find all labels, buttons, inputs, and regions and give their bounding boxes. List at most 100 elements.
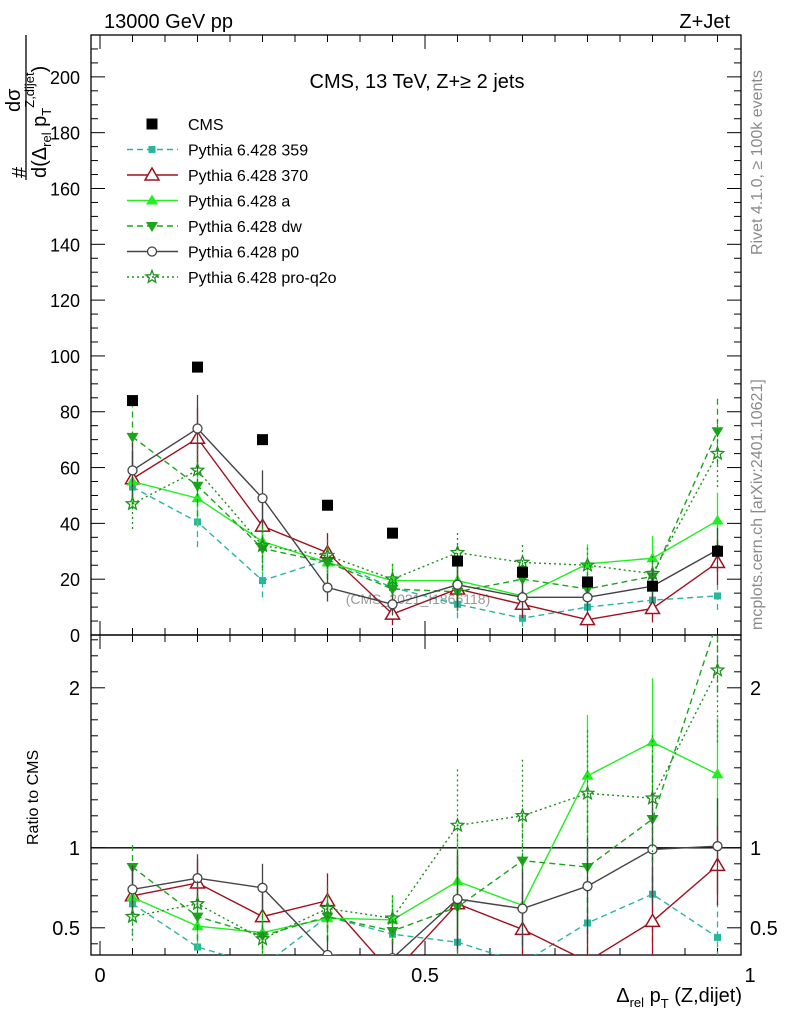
ratio-tick-label-right: 2 [750, 678, 761, 700]
ratio-point [127, 884, 138, 895]
legend-label: CMS [188, 117, 224, 134]
ratio-series-pythia-6-428-a [126, 678, 724, 955]
ratio-point [712, 617, 724, 627]
data-point [387, 527, 398, 539]
ratio-point [388, 953, 397, 955]
ratio-point [714, 933, 721, 941]
data-point [711, 427, 724, 438]
y-tick-label: 100 [50, 347, 80, 367]
x-axis-label: Δrel pT (Z,dijet) [616, 985, 742, 1011]
data-point [579, 611, 596, 626]
series-line [132, 437, 718, 621]
data-point [189, 461, 206, 478]
data-point [582, 592, 593, 603]
ratio-series-pythia-6-428-dw [126, 617, 724, 955]
legend-label: Pythia 6.428 pro-q2o [188, 270, 337, 287]
data-point [126, 432, 139, 443]
series-line [132, 486, 718, 619]
data-point [124, 495, 141, 511]
series-pythia-6-428-a [126, 456, 724, 610]
ratio-tick-label-right: 1 [750, 838, 761, 860]
legend-item-pythia-6-428-pro-q2o: Pythia 6.428 pro-q2o [127, 268, 337, 287]
legend-item-pythia-6-428-dw: Pythia 6.428 dw [127, 219, 302, 236]
y-tick-label-zero: 0 [70, 626, 80, 646]
ratio-line [132, 864, 718, 955]
ratio-tick-label-right: 0.5 [750, 918, 778, 940]
chart-title: CMS, 13 TeV, Z+≥ 2 jets [310, 71, 525, 93]
y-tick-label: 140 [50, 235, 80, 255]
data-point [449, 544, 466, 560]
data-point [452, 555, 463, 567]
legend-marker [146, 194, 158, 205]
ratio-tick-label-left: 0.5 [52, 918, 80, 940]
legend-marker [143, 166, 161, 181]
data-point [191, 492, 204, 503]
ratio-point [579, 785, 596, 801]
legend-marker [146, 246, 158, 257]
data-point [714, 592, 721, 600]
data-point [127, 465, 138, 476]
data-point [644, 565, 661, 581]
y-tick-label: 80 [60, 403, 80, 423]
data-point [192, 423, 203, 434]
data-point [259, 577, 266, 585]
x-tick-label: 1 [744, 965, 755, 987]
data-point [257, 493, 268, 504]
data-point [517, 566, 528, 578]
ratio-tick-label-left: 1 [69, 838, 80, 860]
data-point [514, 554, 531, 570]
ratio-point [647, 844, 658, 855]
series-pythia-6-428-p0 [127, 395, 723, 616]
data-point [257, 434, 268, 446]
ratio-line [132, 635, 714, 937]
legend-label: Pythia 6.428 dw [188, 219, 302, 236]
legend-item-pythia-6-428-a: Pythia 6.428 a [127, 194, 290, 211]
ratio-point [386, 967, 400, 979]
data-point [517, 592, 528, 603]
data-point [582, 576, 593, 588]
y-label-hash: # [9, 166, 31, 178]
data-point [644, 599, 661, 615]
ratio-point [586, 952, 589, 955]
y-axis-label: # dσ d(Δrel pTZ,dijet) [3, 35, 54, 180]
ratio-line [132, 845, 718, 955]
legend-item-pythia-6-428-359: Pythia 6.428 359 [127, 143, 308, 160]
ratio-point [124, 908, 141, 924]
y-tick-label: 180 [50, 124, 80, 144]
svg-text:Δrel pT (Z,dijet): Δrel pT (Z,dijet) [616, 985, 742, 1011]
header-left-title: 13000 GeV pp [104, 11, 233, 33]
ratio-point [449, 817, 466, 833]
ratio-point [319, 900, 336, 916]
ratio-point [644, 912, 661, 928]
x-tick-label: 0.5 [411, 965, 439, 987]
ratio-point [514, 807, 531, 823]
ratio-point [582, 881, 593, 892]
ratio-point [711, 768, 724, 779]
ratio-point [259, 963, 266, 970]
y-tick-label: 60 [60, 459, 80, 479]
ratio-series-pythia-6-428-p0 [127, 793, 723, 955]
legend-marker [144, 268, 160, 284]
data-point [647, 580, 658, 592]
data-point [709, 445, 726, 461]
data-point [712, 545, 723, 557]
legend-label: Pythia 6.428 370 [188, 168, 308, 185]
ratio-line [132, 669, 719, 940]
y-label-dsigma: dσ [3, 88, 25, 112]
x-tick-label: 0 [94, 965, 105, 987]
data-point [322, 582, 333, 593]
ratio-point [189, 895, 206, 911]
ratio-series-pythia-6-428-pro-q2o [124, 635, 726, 955]
data-point [322, 499, 333, 511]
ratio-point [581, 769, 594, 780]
data-point [192, 361, 203, 373]
legend-marker [146, 118, 158, 130]
ratio-point [322, 949, 333, 955]
data-point [254, 537, 271, 553]
data-point [711, 514, 724, 525]
ratio-line [132, 741, 718, 934]
y-tick-label: 160 [50, 179, 80, 199]
legend-item-pythia-6-428-p0: Pythia 6.428 p0 [127, 245, 299, 262]
